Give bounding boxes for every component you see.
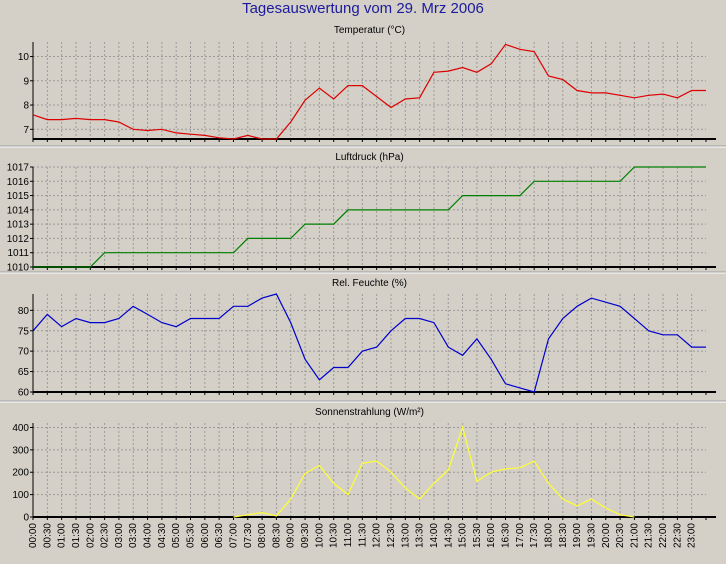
x-tick-label: 11:30 [357, 523, 368, 548]
x-tick-label: 03:00 [114, 523, 125, 548]
x-tick-label: 22:00 [658, 523, 669, 548]
x-tick-label: 07:00 [228, 523, 239, 548]
x-tick-label: 21:00 [629, 523, 640, 548]
x-tick-label: 06:30 [214, 523, 225, 548]
x-tick-label: 14:30 [443, 523, 454, 548]
x-tick-label: 19:00 [572, 523, 583, 548]
y-tick-label: 10 [18, 52, 30, 63]
y-tick-label: 1010 [7, 263, 30, 274]
y-tick-label: 75 [18, 326, 30, 337]
y-tick-label: 65 [18, 367, 30, 378]
x-tick-label: 13:00 [400, 523, 411, 548]
x-tick-label: 15:00 [458, 523, 469, 548]
x-tick-label: 01:00 [57, 523, 68, 548]
x-tick-label: 10:00 [314, 523, 325, 548]
x-tick-label: 16:00 [486, 523, 497, 548]
panel-title: Sonnenstrahlung (W/m²) [315, 407, 424, 418]
y-tick-label: 300 [12, 445, 29, 456]
y-tick-label: 7 [23, 125, 29, 136]
x-tick-label: 12:00 [372, 523, 383, 548]
x-tick-label: 19:30 [586, 523, 597, 548]
y-tick-label: 1017 [7, 163, 30, 174]
x-tick-label: 16:30 [501, 523, 512, 548]
y-tick-label: 1013 [7, 220, 30, 231]
x-tick-label: 07:30 [243, 523, 254, 548]
y-tick-label: 100 [12, 490, 29, 501]
y-tick-label: 60 [18, 388, 30, 399]
y-tick-label: 70 [18, 347, 30, 358]
y-tick-label: 8 [23, 101, 29, 112]
x-tick-label: 18:00 [543, 523, 554, 548]
x-tick-label: 04:00 [143, 523, 154, 548]
x-tick-label: 08:00 [257, 523, 268, 548]
y-tick-label: 1014 [7, 205, 30, 216]
page-title: Tagesauswertung vom 29. Mrz 2006 [242, 0, 484, 17]
y-tick-label: 0 [23, 513, 29, 524]
x-tick-label: 21:30 [644, 523, 655, 548]
x-tick-label: 13:30 [415, 523, 426, 548]
x-tick-label: 09:00 [286, 523, 297, 548]
x-tick-label: 00:00 [28, 523, 39, 548]
x-tick-label: 17:00 [515, 523, 526, 548]
x-tick-label: 06:00 [200, 523, 211, 548]
x-tick-label: 03:30 [128, 523, 139, 548]
x-tick-label: 02:30 [100, 523, 111, 548]
x-tick-label: 08:30 [271, 523, 282, 548]
x-tick-label: 22:30 [672, 523, 683, 548]
x-tick-label: 05:00 [171, 523, 182, 548]
y-tick-label: 400 [12, 423, 29, 434]
y-tick-label: 80 [18, 306, 30, 317]
x-tick-label: 04:30 [157, 523, 168, 548]
x-tick-label: 17:30 [529, 523, 540, 548]
x-tick-label: 01:30 [71, 523, 82, 548]
x-tick-label: 20:00 [601, 523, 612, 548]
y-tick-label: 1011 [7, 248, 29, 259]
panel-title: Temperatur (°C) [334, 25, 405, 36]
x-tick-label: 10:30 [329, 523, 340, 548]
x-tick-label: 18:30 [558, 523, 569, 548]
panel-title: Rel. Feuchte (%) [332, 278, 407, 289]
series-line [32, 43, 706, 140]
x-tick-label: 09:30 [300, 523, 311, 548]
x-tick-label: 20:30 [615, 523, 626, 548]
y-tick-label: 1015 [7, 191, 30, 202]
x-tick-label: 00:30 [42, 523, 53, 548]
x-tick-label: 14:00 [429, 523, 440, 548]
y-tick-label: 1016 [7, 177, 30, 188]
y-tick-label: 9 [23, 76, 29, 87]
series-line [32, 293, 706, 393]
panel-title: Luftdruck (hPa) [335, 152, 403, 163]
x-tick-label: 05:30 [186, 523, 197, 548]
y-tick-label: 200 [12, 468, 29, 479]
x-tick-label: 12:30 [386, 523, 397, 548]
x-tick-label: 02:00 [85, 523, 96, 548]
series-line [233, 425, 635, 518]
x-tick-label: 23:00 [687, 523, 698, 548]
y-tick-label: 1012 [7, 234, 30, 245]
series-line [33, 166, 706, 268]
x-tick-label: 15:30 [472, 523, 483, 548]
x-tick-label: 11:00 [343, 523, 354, 548]
